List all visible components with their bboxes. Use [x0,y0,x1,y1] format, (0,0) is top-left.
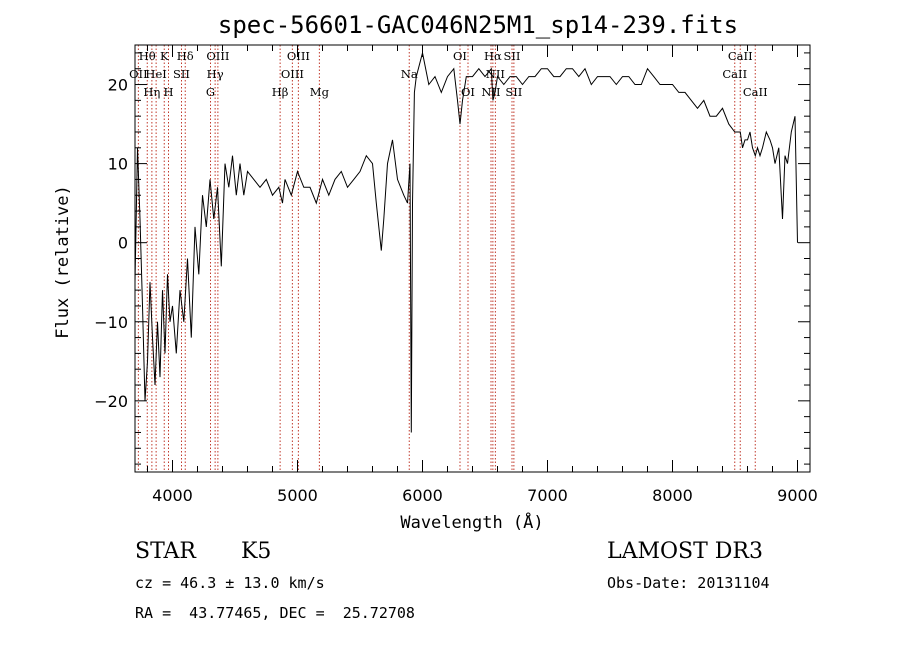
spectral-line-markers [137,45,756,472]
x-axis-label: Wavelength (Å) [400,511,543,533]
observation-date: Obs-Date: 20131104 [607,574,770,592]
line-label: OI [453,49,467,63]
x-tick-label: 9000 [777,486,818,505]
line-label: Na [401,67,418,81]
y-tick-label: −20 [94,392,128,411]
line-label: OII [129,67,148,81]
coordinates: RA = 43.77465, DEC = 25.72708 [135,604,415,622]
spectrum-series-line [134,52,798,433]
y-tick-label: 0 [118,234,128,253]
x-tick-label: 4000 [152,486,193,505]
line-label: SII [505,85,522,99]
line-label: Hθ [139,49,156,63]
line-label: CaII [743,85,768,99]
line-label: OIII [287,49,310,63]
line-label: SII [504,49,521,63]
x-tick-label: 6000 [402,486,443,505]
y-tick-label: −10 [94,313,128,332]
line-label: Hγ [207,67,224,81]
line-label: H [163,85,173,99]
plot-frame [134,44,811,473]
line-label: NII [481,85,500,99]
line-label: HeI [145,67,166,81]
line-label: OIII [281,67,304,81]
line-label: NII [486,67,505,81]
line-label: OIII [206,49,229,63]
x-tick-label: 5000 [277,486,318,505]
redshift-velocity: cz = 46.3 ± 13.0 km/s [135,574,325,592]
x-tick-label: 7000 [527,486,568,505]
line-label: Hδ [177,49,194,63]
line-label: Mg [310,85,330,99]
line-label: CaII [722,67,747,81]
x-tick-label: 8000 [652,486,693,505]
y-tick-label: 10 [108,155,128,174]
object-class: STAR [135,539,196,564]
chart-title: spec-56601-GAC046N25M1_sp14-239.fits [218,11,738,39]
spectral-line-labels: OIIHθHηHeIKHSIIHδGHγOIIIHβOIIIOIIIMgNaOI… [129,49,768,99]
line-label: CaII [728,49,753,63]
y-axis-ticks: −20 −10 0 10 20 [94,52,810,465]
line-label: Hα [484,49,502,63]
line-label: Hβ [272,85,289,99]
survey-name: LAMOST DR3 [607,539,763,564]
line-label: G [206,85,215,99]
line-label: SII [173,67,190,81]
line-label: K [160,49,169,63]
y-tick-label: 20 [108,76,128,95]
line-label: Hη [143,85,160,99]
object-subclass: K5 [241,539,272,564]
x-axis-ticks: 4000 5000 6000 7000 8000 9000 [147,45,818,505]
y-axis-label: Flux (relative) [53,185,73,339]
